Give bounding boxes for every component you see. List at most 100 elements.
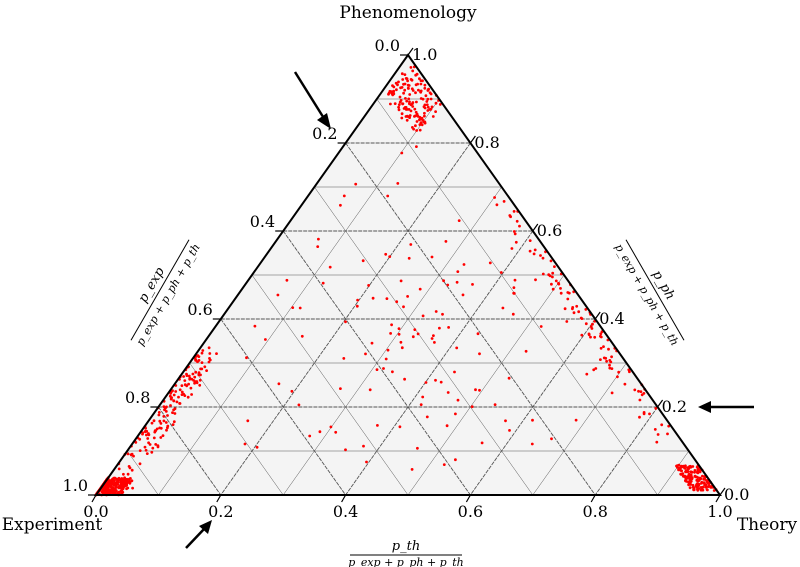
data-point	[159, 426, 163, 430]
data-point	[434, 101, 438, 105]
data-point	[117, 467, 121, 471]
data-point	[572, 311, 576, 315]
data-point	[419, 90, 423, 94]
data-point	[100, 490, 104, 494]
data-point	[106, 480, 110, 484]
data-point	[276, 293, 280, 297]
data-point	[156, 445, 160, 449]
data-point	[432, 334, 435, 337]
data-point	[344, 320, 347, 324]
data-point	[339, 387, 342, 390]
grid-line	[251, 274, 409, 496]
data-point	[172, 420, 176, 424]
data-point	[610, 391, 614, 395]
data-point	[688, 479, 692, 482]
data-point	[642, 411, 646, 414]
data-point	[406, 295, 409, 298]
data-point	[189, 386, 193, 390]
data-point	[291, 306, 295, 309]
data-point	[571, 307, 574, 311]
corner-label-left: Experiment	[2, 515, 103, 535]
data-point	[194, 370, 198, 374]
data-point	[701, 488, 705, 492]
data-point	[480, 441, 484, 445]
data-point	[201, 349, 205, 352]
data-point	[183, 383, 187, 387]
corner-label-right: Theory	[737, 515, 798, 535]
data-point	[385, 297, 389, 300]
data-point	[370, 341, 374, 345]
data-point	[130, 468, 134, 472]
data-point	[344, 448, 347, 452]
tick-label-left: 0.4	[250, 212, 275, 231]
data-point	[705, 479, 709, 483]
data-point	[143, 445, 147, 449]
data-point	[414, 91, 417, 95]
data-point	[470, 405, 474, 409]
data-point	[679, 472, 683, 476]
data-point	[113, 481, 117, 485]
data-point	[684, 470, 687, 473]
data-point	[686, 466, 689, 470]
data-point	[318, 430, 322, 434]
data-point	[704, 485, 707, 489]
data-point	[145, 452, 149, 455]
data-point	[147, 433, 151, 437]
data-point	[245, 356, 248, 360]
data-point	[680, 469, 683, 473]
data-point	[145, 429, 149, 433]
data-point	[110, 487, 114, 491]
data-point	[124, 483, 128, 487]
data-point	[362, 444, 365, 448]
data-point	[425, 103, 429, 107]
data-point	[255, 445, 259, 449]
data-point	[666, 432, 669, 436]
grid-line	[282, 186, 502, 496]
data-point	[419, 82, 423, 86]
data-point	[297, 403, 301, 407]
data-point	[169, 404, 172, 407]
data-point	[115, 481, 119, 484]
data-point	[419, 97, 423, 100]
data-point	[334, 430, 338, 434]
tick-bottom	[91, 494, 97, 503]
data-point	[406, 79, 409, 83]
data-point	[438, 326, 441, 330]
data-point	[607, 347, 610, 351]
data-point	[185, 372, 188, 376]
data-point	[152, 436, 156, 440]
data-point	[200, 351, 204, 355]
data-point	[406, 83, 410, 87]
data-point	[524, 349, 528, 353]
data-point	[419, 79, 423, 82]
data-point	[132, 454, 135, 458]
data-point	[591, 322, 594, 326]
data-point	[584, 308, 588, 311]
data-point	[587, 333, 591, 337]
data-point	[513, 278, 517, 282]
data-point	[397, 332, 401, 336]
data-point	[172, 399, 176, 403]
data-point	[394, 81, 398, 85]
data-point	[434, 378, 437, 382]
data-point	[557, 281, 560, 285]
data-point	[400, 72, 404, 76]
data-point	[150, 450, 154, 454]
data-point	[182, 375, 186, 378]
data-point	[397, 80, 400, 84]
data-point	[594, 367, 598, 370]
data-point	[602, 345, 605, 348]
data-point	[638, 415, 641, 419]
data-point	[700, 480, 704, 484]
tick-label-left: 0.8	[125, 388, 150, 407]
svg-text:p_th: p_th	[392, 539, 420, 554]
data-point	[712, 489, 716, 492]
data-point	[264, 338, 267, 341]
grid-line	[126, 450, 159, 496]
grid-line	[158, 406, 222, 496]
data-point	[462, 263, 466, 266]
data-point	[169, 397, 173, 401]
data-point	[423, 120, 427, 124]
data-point	[539, 254, 542, 257]
